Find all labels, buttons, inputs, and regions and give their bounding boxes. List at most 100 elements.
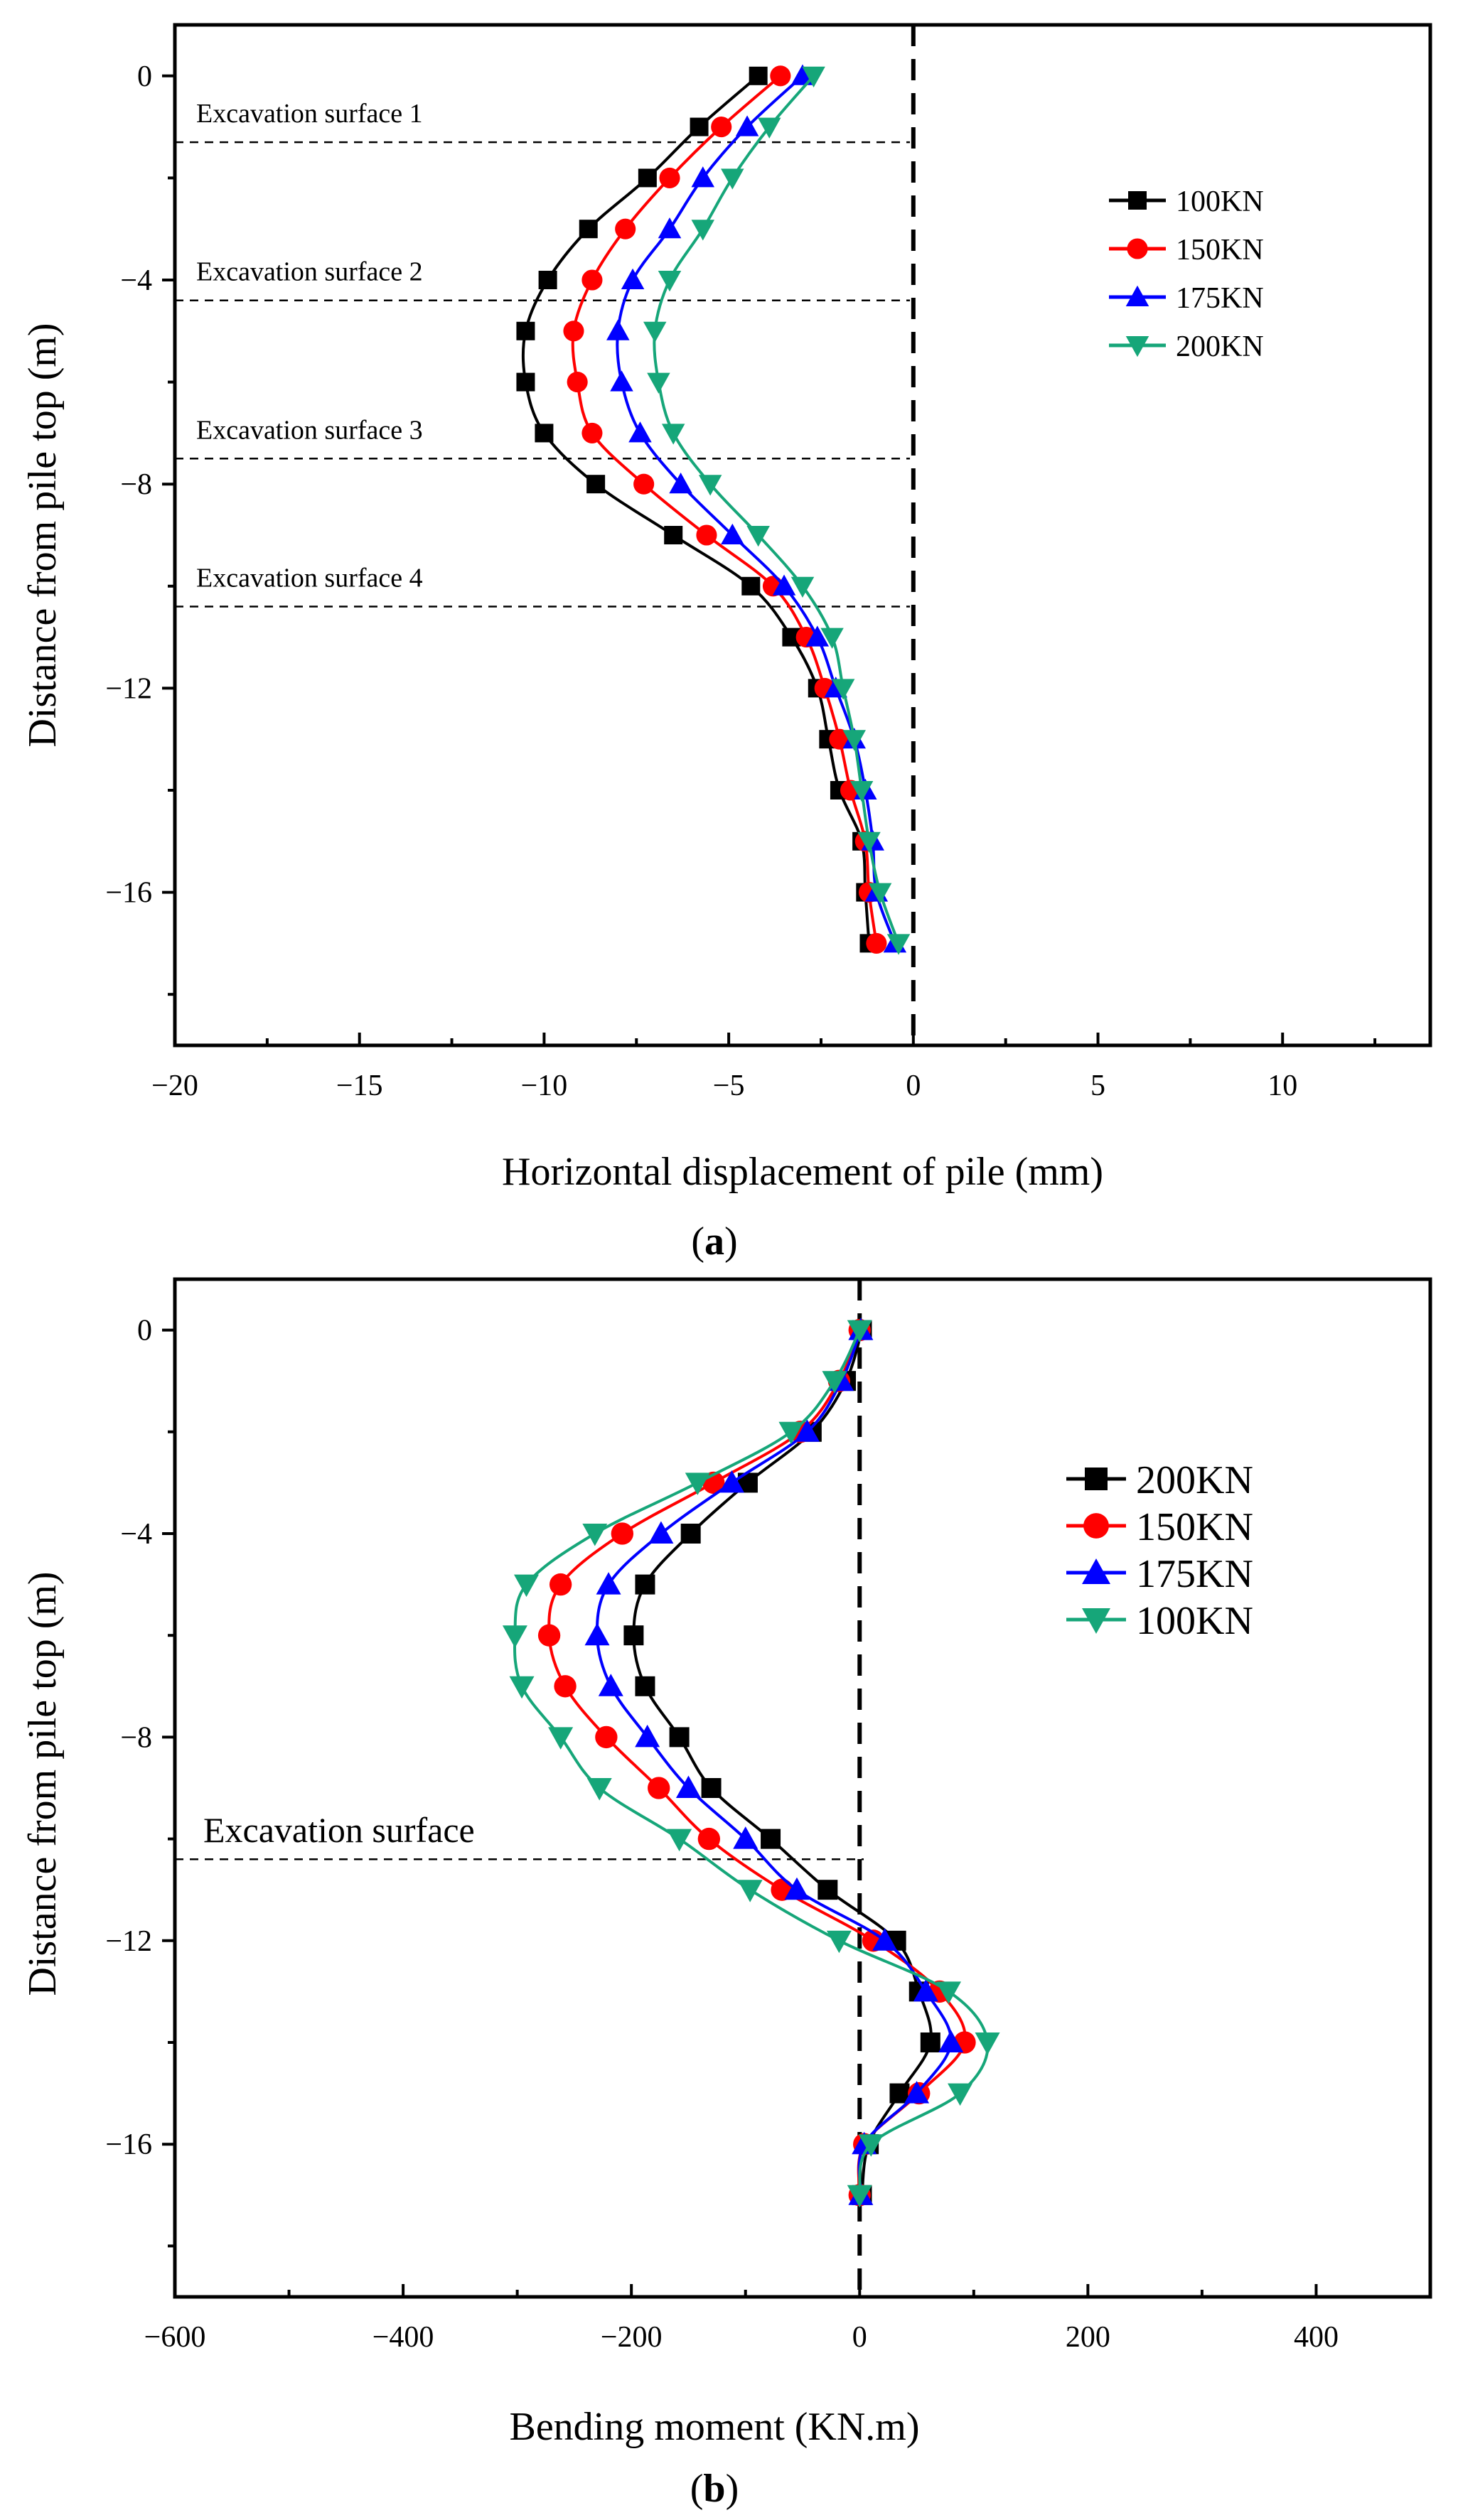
excavation-surface-label: Excavation surface 2 [196, 257, 423, 287]
data-point-200kn [820, 628, 844, 649]
data-point-100kn [586, 1778, 612, 1801]
legend-swatch-marker [1125, 336, 1149, 357]
data-point-100kn [778, 1421, 804, 1445]
y-axis-label-a: Distance from pile top (m) [21, 323, 65, 747]
legend-item-175kn: 175KN [1109, 282, 1264, 315]
data-point-200kn [701, 1778, 722, 1798]
data-point-100kn [975, 2032, 1000, 2055]
legend-item-175kn: 175KN [1066, 1552, 1253, 1596]
data-point-175kn [648, 1521, 674, 1544]
data-point-200kn [761, 1829, 781, 1849]
x-axis-label-b: Bending moment (KN.m) [509, 2405, 919, 2449]
series-group-b [502, 1318, 1000, 2208]
data-point-200kn [920, 2032, 940, 2052]
data-point-175kn [658, 217, 682, 239]
data-point-200kn [691, 220, 715, 241]
x-tick-label-b: −200 [601, 2321, 663, 2354]
y-tick-label-b: −4 [120, 1518, 152, 1551]
y-tick-label-b: −12 [105, 1925, 152, 1958]
legend-swatch-marker [1128, 191, 1147, 210]
data-point-175kn [675, 1775, 701, 1798]
excavation-surface-label: Excavation surface [203, 1810, 475, 1850]
data-point-175kn [872, 1928, 898, 1951]
data-point-100kn [535, 424, 554, 443]
x-tick-label-b: −600 [144, 2321, 206, 2354]
data-point-150kn [829, 728, 850, 750]
data-point-175kn [784, 1877, 810, 1900]
legend-label: 200KN [1136, 1458, 1253, 1502]
data-point-200kn [746, 526, 770, 547]
data-point-200kn [623, 1625, 644, 1646]
data-point-200kn [886, 934, 911, 955]
legend-label: 175KN [1136, 1552, 1253, 1596]
legend-swatch-marker [1083, 1513, 1109, 1539]
data-point-150kn [648, 1777, 670, 1799]
x-tick-label-a: −10 [521, 1070, 568, 1102]
data-point-100kn [826, 1930, 852, 1954]
data-point-100kn [516, 372, 535, 392]
paren-open-a: ( [691, 1219, 704, 1264]
plot-frame-b [173, 1277, 1432, 2299]
data-point-175kn [772, 574, 796, 596]
x-tick-label-a: 10 [1267, 1070, 1297, 1102]
data-point-100kn [858, 2134, 884, 2157]
data-point-100kn [586, 475, 606, 494]
data-point-200kn [721, 168, 744, 190]
data-point-150kn [866, 932, 887, 954]
data-point-175kn [721, 523, 744, 544]
panel-label-b: (b) [690, 2467, 739, 2511]
x-tick-label-b: −400 [372, 2321, 434, 2354]
legend-item-150kn: 150KN [1109, 234, 1264, 266]
y-tick-label-a: −8 [120, 468, 152, 501]
data-point-175kn [596, 1572, 621, 1595]
y-tick-label-b: 0 [137, 1315, 152, 1347]
legend-label: 175KN [1176, 282, 1264, 315]
data-point-100kn [690, 117, 709, 136]
data-point-175kn [635, 1724, 660, 1748]
legend-label: 100KN [1136, 1599, 1253, 1643]
data-point-150kn [711, 117, 732, 138]
legend-item-200kn: 200KN [1066, 1458, 1253, 1502]
legend-item-150kn: 150KN [1066, 1505, 1253, 1549]
data-point-150kn [567, 372, 588, 393]
data-point-100kn [513, 1574, 539, 1598]
legend-item-200kn: 200KN [1109, 330, 1264, 363]
data-point-150kn [563, 321, 584, 342]
excavation-surface-label: Excavation surface 4 [196, 564, 423, 593]
data-point-175kn [938, 2030, 964, 2052]
legend-swatch-marker [1082, 1608, 1110, 1634]
data-point-200kn [643, 321, 667, 343]
series-line-100kn [513, 1329, 990, 2196]
data-point-200kn [857, 831, 881, 854]
series-line-200kn [632, 1330, 933, 2196]
tick-group-a: −20 −15 −10 −5 0 5 10 0 −4 −8 −12 −16 [105, 60, 1377, 1102]
legend-swatch-marker [1085, 1468, 1108, 1490]
data-point-200kn [802, 66, 825, 88]
legend-label: 150KN [1136, 1505, 1253, 1549]
data-point-100kn [847, 1320, 872, 1343]
data-point-175kn [598, 1674, 623, 1696]
data-point-150kn [595, 1725, 618, 1749]
data-point-100kn [741, 576, 761, 596]
data-point-200kn [669, 1727, 690, 1748]
paren-close-b: ) [726, 2467, 739, 2511]
data-point-150kn [581, 269, 603, 291]
plot-frame-a [173, 23, 1432, 1048]
data-point-175kn [913, 1978, 938, 2002]
y-axis-label-b: Distance from pile top (m) [21, 1571, 65, 1996]
legend-item-100kn: 100KN [1109, 185, 1264, 218]
tick-group-b: −600 −400 −200 0 200 400 0 −4 −8 −12 −16 [105, 1315, 1339, 2354]
data-point-100kn [847, 2185, 872, 2208]
series-100kn-b [502, 1320, 1000, 2208]
annotation-group-a: Excavation surface 1 Excavation surface 2… [175, 25, 916, 1045]
series-line-175kn [616, 75, 896, 944]
data-point-100kn [664, 526, 683, 544]
series-line-150kn [547, 1329, 967, 2195]
data-point-200kn [658, 271, 682, 292]
data-point-200kn [758, 117, 781, 139]
data-point-100kn [579, 220, 598, 239]
x-tick-label-a: 5 [1090, 1070, 1105, 1102]
data-point-200kn [680, 1524, 701, 1544]
legend-label: 150KN [1176, 234, 1264, 266]
